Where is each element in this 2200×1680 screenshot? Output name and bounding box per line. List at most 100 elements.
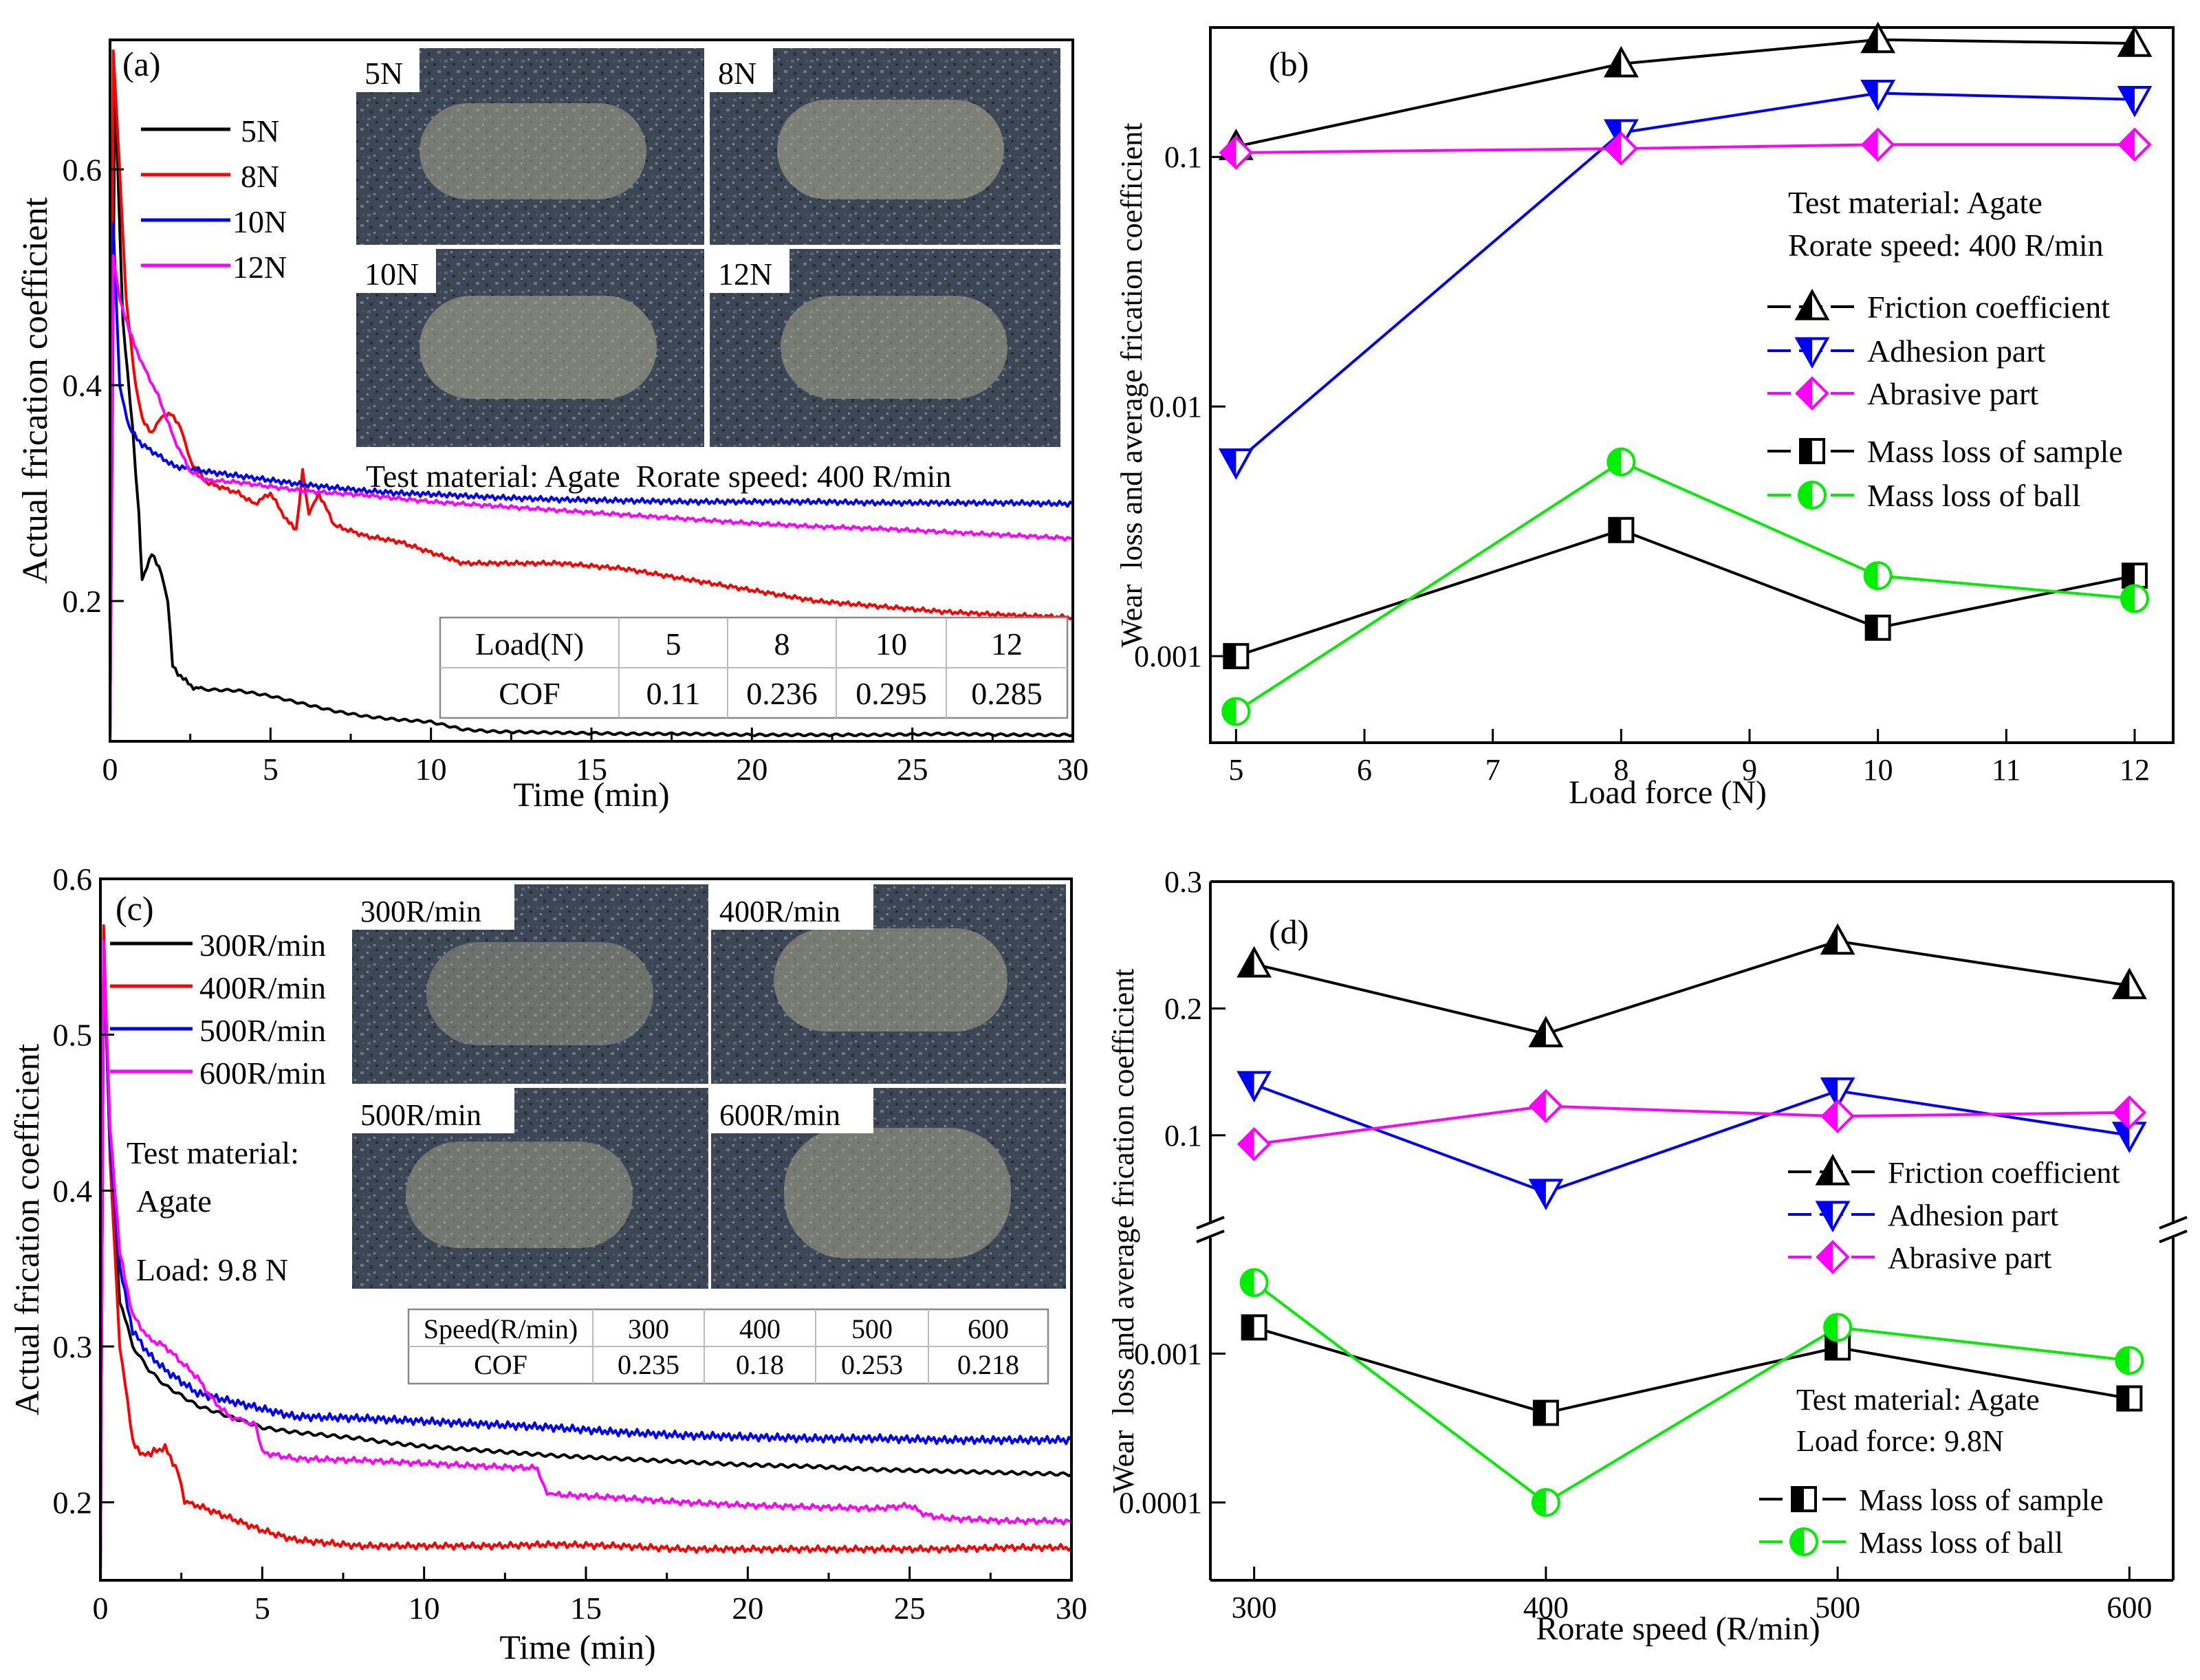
wear-image-600-label: 600R/min [719, 1098, 840, 1132]
x-tick-label-25: 25 [897, 752, 928, 787]
panel-b-ticks: 5 6 7 8 9 10 11 12 0.001 0.01 0.1 [1134, 140, 2150, 787]
panel-a-annotation: Test material: Agate Rorate speed: 400 R… [366, 459, 951, 494]
table-c-header-4: 600 [968, 1313, 1009, 1344]
panel-d-axis-break [1196, 1216, 2188, 1243]
legend-adhesion-part: Adhesion part [1767, 334, 2046, 369]
d-adhesion-part-point-500 [1820, 1077, 1855, 1109]
wear-image-5n-label: 5N [364, 56, 403, 91]
legend-adhesion-part-marker [1815, 1201, 1851, 1233]
panel-c-annotation-2: Agate [136, 1183, 212, 1219]
b-abrasive-part-point-10 [1860, 127, 1895, 162]
d-x-tick-label-400: 400 [1523, 1591, 1569, 1624]
x-tick-label-5: 5 [263, 752, 279, 787]
legend-abrasive-part: Abrasive part [1767, 376, 2038, 411]
d-abrasive-part-point-400 [1529, 1089, 1563, 1124]
b-y-tick-label-0.1: 0.1 [1164, 140, 1202, 174]
legend-abrasive-part: Abrasive part [1788, 1240, 2051, 1275]
legend-adhesion-part: Adhesion part [1788, 1199, 2058, 1233]
b-mass-loss-of-ball-point-8 [1607, 447, 1636, 477]
table-a-header-2: 8 [774, 626, 790, 662]
panel-b-legend: Friction coefficient Adhesion part Abrasiv… [1767, 288, 2123, 513]
wear-image-10n: 10N [356, 249, 704, 447]
b-x-tick-label-11: 11 [1992, 753, 2021, 787]
panel-c-xlabel: Time (min) [499, 1628, 655, 1666]
panel-a-legend: 5N 8N 10N 12N [141, 113, 287, 285]
d-y-tick-label-0.3: 0.3 [1164, 865, 1202, 899]
wear-image-8n-label: 8N [718, 56, 756, 91]
d-mass-loss-of-sample-point-400 [1532, 1399, 1559, 1426]
panel-d-annotation-2: Load force: 9.8N [1796, 1424, 2004, 1458]
table-a-row-4: 0.285 [971, 676, 1043, 711]
panel-d-legend-lower: Mass loss of sample Mass loss of ball [1759, 1483, 2104, 1560]
legend-500-label: 500R/min [199, 1013, 326, 1048]
b-friction-coefficient-point-10 [1860, 21, 1896, 54]
legend-10n-label: 10N [232, 204, 287, 239]
wear-image-5n: 5N [356, 48, 704, 245]
d-series-mass-loss-of-sample-line [1254, 1326, 2130, 1415]
panel-d-label: (d) [1269, 913, 1309, 951]
x-tick-label-10: 10 [409, 1591, 440, 1626]
panel-c-label: (c) [116, 889, 154, 928]
x-tick-label-0: 0 [93, 1591, 109, 1626]
b-x-tick-label-9: 9 [1742, 753, 1757, 787]
d-mass-loss-of-ball-point-300 [1239, 1268, 1269, 1298]
panel-a-label: (a) [122, 45, 161, 83]
d-y-tick-label-0.001: 0.001 [1134, 1337, 1202, 1371]
x-tick-label-20: 20 [736, 752, 767, 787]
wear-image-12n-label: 12N [718, 257, 772, 292]
panel-d-ylabel: Wear loss and average frication coeffici… [1107, 969, 1140, 1494]
b-friction-coefficient-point-12 [2117, 25, 2153, 57]
panel-c-ylabel: Actual frication coefficient [8, 1044, 46, 1416]
legend-mass-loss-of-ball: Mass loss of ball [1759, 1526, 2063, 1560]
table-a-header-1: 5 [666, 626, 682, 662]
b-x-tick-label-7: 7 [1485, 753, 1501, 787]
d-adhesion-part-point-400 [1528, 1179, 1564, 1211]
legend-friction-coefficient-label: Friction coefficient [1867, 290, 2110, 325]
y-tick-label-0.3: 0.3 [53, 1329, 93, 1364]
wear-image-600: 600R/min [711, 1088, 1066, 1289]
wear-image-400: 400R/min [711, 884, 1066, 1084]
b-y-tick-label-0.01: 0.01 [1149, 390, 1202, 424]
panel-c-legend: 300R/min 400R/min 500R/min 600R/min [110, 928, 326, 1091]
panel-c-wear-images: 300R/min 400R/min 500R/min 600R/min [352, 884, 1066, 1289]
table-c-row-1: 0.235 [618, 1349, 679, 1380]
b-y-tick-label-0.001: 0.001 [1134, 640, 1202, 673]
d-y-tick-label-0.2: 0.2 [1164, 992, 1202, 1025]
b-x-tick-label-5: 5 [1228, 753, 1243, 787]
table-c-header-2: 400 [739, 1313, 781, 1344]
panel-d: 300 400 500 600 0.1 0.2 0.3 0.0001 0.001 (d) Ror… [1107, 865, 2188, 1647]
wear-image-500: 500R/min [352, 1088, 708, 1289]
x-tick-label-30: 30 [1056, 1591, 1087, 1626]
panel-c-lines [100, 924, 1071, 1580]
wear-image-300-label: 300R/min [360, 895, 481, 928]
legend-mass-loss-of-sample-marker [1799, 438, 1825, 464]
panel-d-ticks: 300 400 500 600 0.1 0.2 0.3 0.0001 0.001 [1119, 865, 2152, 1624]
panel-d-xlabel: Rorate speed (R/min) [1536, 1611, 1820, 1647]
y-tick-label-0.2: 0.2 [63, 584, 102, 619]
panel-b: 5 6 7 8 9 10 11 12 0.001 0.01 0.1 (b) Load force (… [1115, 21, 2175, 811]
panel-c: 0 5 10 15 20 25 30 0.2 0.3 0.4 0.5 0.6 (c) Time (mi… [8, 862, 1087, 1666]
panel-c-cof-table: Speed(R/min) 300 400 500 600 COF 0.235 0… [407, 1308, 1049, 1385]
panel-a-wear-images: 5N 8N 10N 12N [356, 48, 1060, 447]
y-tick-label-0.2: 0.2 [53, 1485, 93, 1520]
legend-mass-loss-of-ball-marker [1798, 481, 1827, 510]
series-10n-line [110, 221, 1073, 741]
b-mass-loss-of-sample-point-8 [1608, 516, 1635, 543]
legend-400-label: 400R/min [199, 970, 326, 1005]
legend-300-label: 300R/min [199, 928, 326, 963]
x-tick-label-10: 10 [415, 752, 447, 787]
wear-image-10n-label: 10N [364, 257, 419, 292]
y-tick-label-0.4: 0.4 [63, 368, 102, 403]
table-c-row-3: 0.253 [841, 1349, 903, 1380]
legend-mass-loss-of-sample-label: Mass loss of sample [1867, 434, 2123, 469]
table-c-header-1: 300 [628, 1313, 669, 1344]
b-abrasive-part-point-8 [1604, 131, 1639, 166]
d-mass-loss-of-sample-point-600 [2116, 1385, 2143, 1412]
legend-mass-loss-of-sample: Mass loss of sample [1767, 434, 2123, 469]
legend-mass-loss-of-ball-label: Mass loss of ball [1867, 478, 2081, 513]
b-x-tick-label-12: 12 [2120, 753, 2150, 787]
b-adhesion-part-point-5 [1218, 448, 1254, 480]
legend-5n-label: 5N [241, 113, 279, 149]
legend-abrasive-part-label: Abrasive part [1867, 376, 2038, 411]
